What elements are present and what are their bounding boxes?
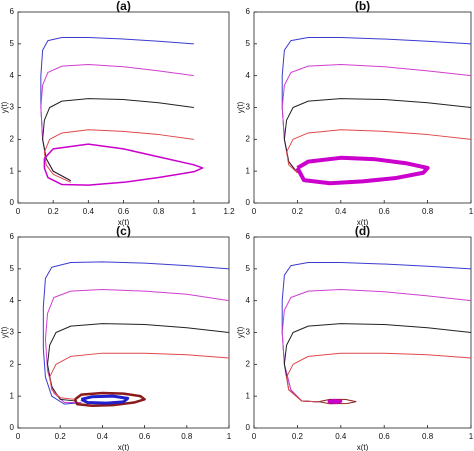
y-tick-label: 6	[246, 232, 251, 241]
y-tick-label: 3	[10, 103, 15, 112]
y-tick-label: 0	[246, 198, 251, 207]
trajectory	[47, 323, 230, 402]
x-tick-label: 0.4	[335, 207, 347, 216]
y-tick-label: 4	[246, 71, 251, 80]
y-axis-label: y(t)	[236, 326, 245, 338]
trajectory	[295, 155, 430, 186]
x-tick-label: 0	[252, 207, 257, 216]
x-axis-label: x(t)	[118, 218, 130, 227]
y-tick-label: 0	[10, 423, 15, 432]
x-tick-label: 0.8	[181, 432, 193, 441]
trajectory	[318, 398, 357, 405]
panel-title: (b)	[355, 0, 370, 13]
y-tick-label: 5	[10, 264, 15, 273]
x-tick-label: 1	[192, 207, 197, 216]
y-tick-label: 5	[246, 39, 251, 48]
x-axis-label: x(t)	[357, 443, 369, 451]
x-tick-label: 0.6	[379, 432, 391, 441]
trajectory	[286, 129, 472, 174]
x-tick-label: 0	[16, 432, 21, 441]
x-tick-label: 0.8	[153, 207, 165, 216]
y-tick-label: 3	[10, 328, 15, 337]
y-tick-label: 6	[246, 7, 251, 16]
trajectory	[281, 289, 472, 403]
x-tick-label: 0.8	[422, 432, 434, 441]
y-tick-label: 0	[10, 198, 15, 207]
x-tick-label: 0.8	[422, 207, 434, 216]
trajectory	[283, 98, 472, 174]
x-tick-label: 1.2	[223, 207, 235, 216]
x-tick-label: 0.6	[139, 432, 151, 441]
y-tick-label: 6	[10, 7, 15, 16]
trajectory	[73, 391, 146, 407]
y-tick-label: 0	[246, 423, 251, 432]
y-tick-label: 1	[10, 166, 15, 175]
y-tick-label: 6	[10, 232, 15, 241]
plot-area	[253, 236, 472, 429]
y-tick-label: 5	[246, 264, 251, 273]
panel-title: (a)	[116, 0, 131, 13]
x-tick-label: 0	[16, 207, 21, 216]
y-axis-label: y(t)	[0, 101, 9, 113]
plot-area	[253, 11, 472, 204]
y-tick-label: 4	[10, 296, 15, 305]
trajectory	[42, 98, 194, 182]
plot-area	[17, 236, 230, 429]
y-axis-label: y(t)	[236, 101, 245, 113]
panel-title: (c)	[116, 224, 131, 238]
trajectory	[327, 398, 343, 405]
x-tick-label: 0.2	[55, 432, 67, 441]
x-tick-label: 0.2	[48, 207, 60, 216]
y-axis-label: y(t)	[0, 326, 9, 338]
x-tick-label: 0.2	[292, 432, 304, 441]
x-tick-label: 1	[469, 432, 474, 441]
x-tick-label: 0.2	[292, 207, 304, 216]
x-tick-label: 1	[227, 432, 232, 441]
x-tick-label: 1	[469, 207, 474, 216]
y-tick-label: 4	[10, 71, 15, 80]
trajectory	[43, 129, 194, 183]
panel-title: (d)	[355, 224, 370, 238]
y-tick-label: 3	[246, 328, 251, 337]
y-tick-label: 3	[246, 103, 251, 112]
trajectory	[80, 394, 130, 405]
x-tick-label: 0.4	[97, 432, 109, 441]
x-tick-label: 0.4	[83, 207, 95, 216]
x-axis-label: x(t)	[118, 443, 130, 451]
x-tick-label: 0	[252, 432, 257, 441]
y-tick-label: 1	[10, 391, 15, 400]
trajectory	[44, 289, 230, 404]
trajectory	[49, 352, 230, 400]
trajectory	[286, 352, 472, 403]
y-tick-label: 2	[246, 134, 251, 143]
y-tick-label: 2	[10, 134, 15, 143]
y-tick-label: 1	[246, 391, 251, 400]
y-tick-label: 2	[246, 359, 251, 368]
y-tick-label: 1	[246, 166, 251, 175]
y-tick-label: 4	[246, 296, 251, 305]
x-axis-label: x(t)	[357, 218, 369, 227]
y-tick-label: 2	[10, 359, 15, 368]
x-tick-label: 0.6	[379, 207, 391, 216]
trajectory	[43, 143, 204, 186]
trajectory	[42, 261, 230, 405]
y-tick-label: 5	[10, 39, 15, 48]
x-tick-label: 0.4	[335, 432, 347, 441]
x-tick-label: 0.6	[118, 207, 130, 216]
